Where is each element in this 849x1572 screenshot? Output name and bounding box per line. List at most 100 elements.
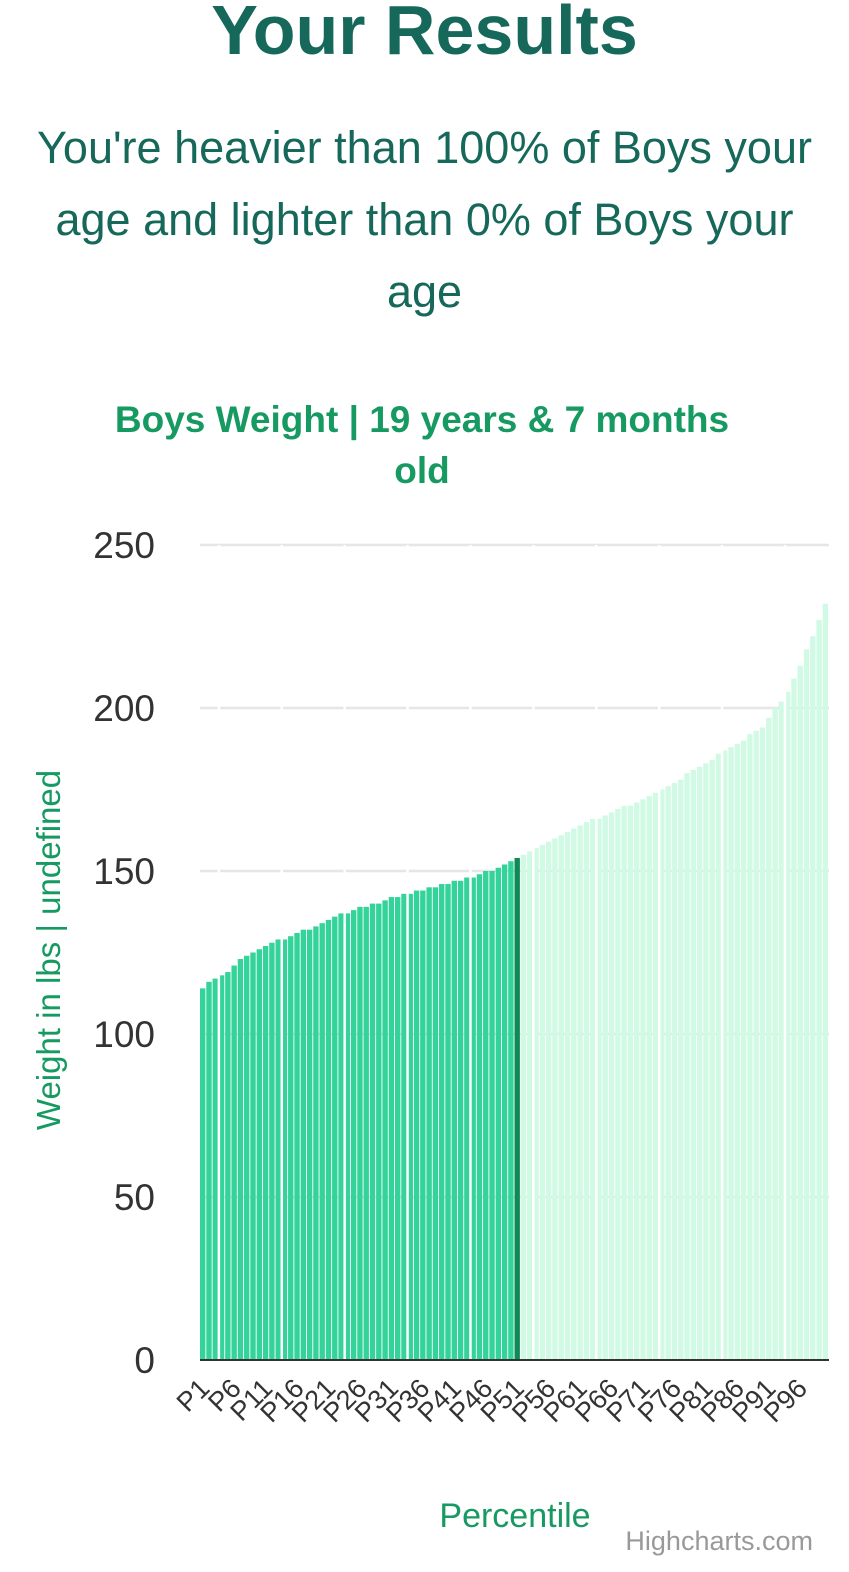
bar-p57[interactable] [552, 838, 558, 1360]
bar-p74[interactable] [659, 789, 665, 1361]
bar-p54[interactable] [533, 848, 539, 1360]
bar-p71[interactable] [640, 799, 646, 1360]
bar-p32[interactable] [394, 897, 401, 1360]
bar-p37[interactable] [426, 887, 432, 1360]
bar-p4[interactable] [218, 975, 225, 1360]
bar-p3[interactable] [212, 978, 218, 1360]
bar-p78[interactable] [684, 773, 690, 1360]
bar-p38[interactable] [432, 887, 439, 1360]
bar-p43[interactable] [464, 877, 470, 1360]
bar-p34[interactable] [407, 893, 413, 1360]
bar-p1[interactable] [200, 988, 206, 1360]
bar-p65[interactable] [602, 815, 608, 1360]
bar-p99[interactable] [816, 619, 822, 1360]
bar-p62[interactable] [583, 822, 590, 1360]
bar-p36[interactable] [420, 890, 426, 1360]
bar-p35[interactable] [413, 890, 420, 1360]
bar-p41[interactable] [451, 880, 457, 1360]
bar-p63[interactable] [589, 818, 596, 1360]
bar-p23[interactable] [338, 913, 344, 1360]
bar-p56[interactable] [545, 841, 552, 1360]
bar-p9[interactable] [250, 952, 256, 1361]
bar-p70[interactable] [634, 802, 640, 1360]
bar-p85[interactable] [728, 747, 734, 1360]
bar-p86[interactable] [734, 743, 741, 1360]
bar-p10[interactable] [256, 949, 262, 1360]
bar-p39[interactable] [439, 884, 445, 1360]
bar-p33[interactable] [401, 893, 407, 1360]
bar-p24[interactable] [344, 913, 351, 1360]
bar-p47[interactable] [489, 871, 495, 1360]
bar-p48[interactable] [495, 867, 502, 1360]
bar-p51[interactable] [514, 857, 520, 1360]
bar-p55[interactable] [539, 844, 546, 1360]
bar-p5[interactable] [225, 972, 231, 1360]
bar-p13[interactable] [275, 939, 281, 1360]
bar-p53[interactable] [527, 851, 533, 1360]
bar-p61[interactable] [577, 825, 583, 1360]
bar-p75[interactable] [665, 786, 671, 1360]
bar-p46[interactable] [483, 871, 489, 1360]
bar-p15[interactable] [288, 936, 294, 1360]
bar-p80[interactable] [696, 766, 703, 1360]
bar-p60[interactable] [571, 828, 577, 1360]
bar-p94[interactable] [784, 691, 791, 1360]
bar-p42[interactable] [457, 880, 464, 1360]
bar-p88[interactable] [747, 734, 753, 1360]
bar-p77[interactable] [678, 779, 684, 1360]
bar-p68[interactable] [621, 805, 627, 1360]
bar-p2[interactable] [206, 981, 212, 1360]
bar-p92[interactable] [772, 708, 778, 1360]
bar-p91[interactable] [766, 717, 772, 1360]
bar-p69[interactable] [627, 805, 634, 1360]
bar-p93[interactable] [778, 701, 785, 1360]
bar-p72[interactable] [646, 796, 652, 1360]
bar-p6[interactable] [231, 965, 237, 1360]
bar-p96[interactable] [797, 665, 803, 1360]
bar-p11[interactable] [262, 945, 269, 1360]
bar-p98[interactable] [810, 636, 816, 1360]
bar-p87[interactable] [740, 740, 747, 1360]
bar-p12[interactable] [269, 942, 275, 1360]
bar-p76[interactable] [671, 782, 678, 1360]
bar-p73[interactable] [652, 792, 659, 1360]
bar-p52[interactable] [520, 854, 527, 1360]
bar-p18[interactable] [306, 929, 313, 1360]
bar-p26[interactable] [357, 906, 363, 1360]
bar-p100[interactable] [822, 603, 829, 1360]
bar-p25[interactable] [350, 910, 357, 1360]
bar-p90[interactable] [759, 727, 766, 1360]
bar-p27[interactable] [363, 906, 369, 1360]
bar-p8[interactable] [244, 955, 250, 1360]
bar-p84[interactable] [722, 750, 728, 1360]
highcharts-credits-link[interactable]: Highcharts.com [625, 1526, 813, 1556]
bar-p64[interactable] [596, 818, 602, 1360]
bar-p58[interactable] [558, 835, 564, 1360]
bar-p95[interactable] [791, 678, 797, 1360]
bar-p82[interactable] [709, 760, 715, 1360]
bar-p50[interactable] [508, 861, 514, 1360]
bar-p14[interactable] [281, 939, 288, 1360]
bar-p45[interactable] [476, 874, 483, 1360]
bar-p59[interactable] [564, 831, 571, 1360]
bar-p79[interactable] [690, 769, 697, 1360]
bar-p30[interactable] [382, 900, 388, 1360]
bar-p16[interactable] [294, 932, 300, 1360]
bar-p31[interactable] [388, 897, 395, 1360]
bar-p28[interactable] [369, 903, 376, 1360]
bar-p81[interactable] [703, 763, 709, 1360]
bar-p67[interactable] [615, 809, 621, 1360]
bar-p21[interactable] [325, 919, 332, 1360]
bar-p49[interactable] [501, 864, 508, 1360]
bar-p29[interactable] [376, 903, 382, 1360]
bar-p44[interactable] [470, 877, 476, 1360]
bar-p83[interactable] [715, 753, 722, 1360]
bar-p66[interactable] [608, 812, 615, 1360]
bar-p19[interactable] [313, 926, 319, 1360]
bar-p22[interactable] [332, 916, 338, 1360]
bar-p7[interactable] [237, 959, 244, 1360]
bar-p40[interactable] [445, 884, 451, 1360]
bar-p89[interactable] [753, 730, 759, 1360]
bar-p20[interactable] [319, 923, 325, 1360]
bar-p17[interactable] [300, 929, 307, 1360]
